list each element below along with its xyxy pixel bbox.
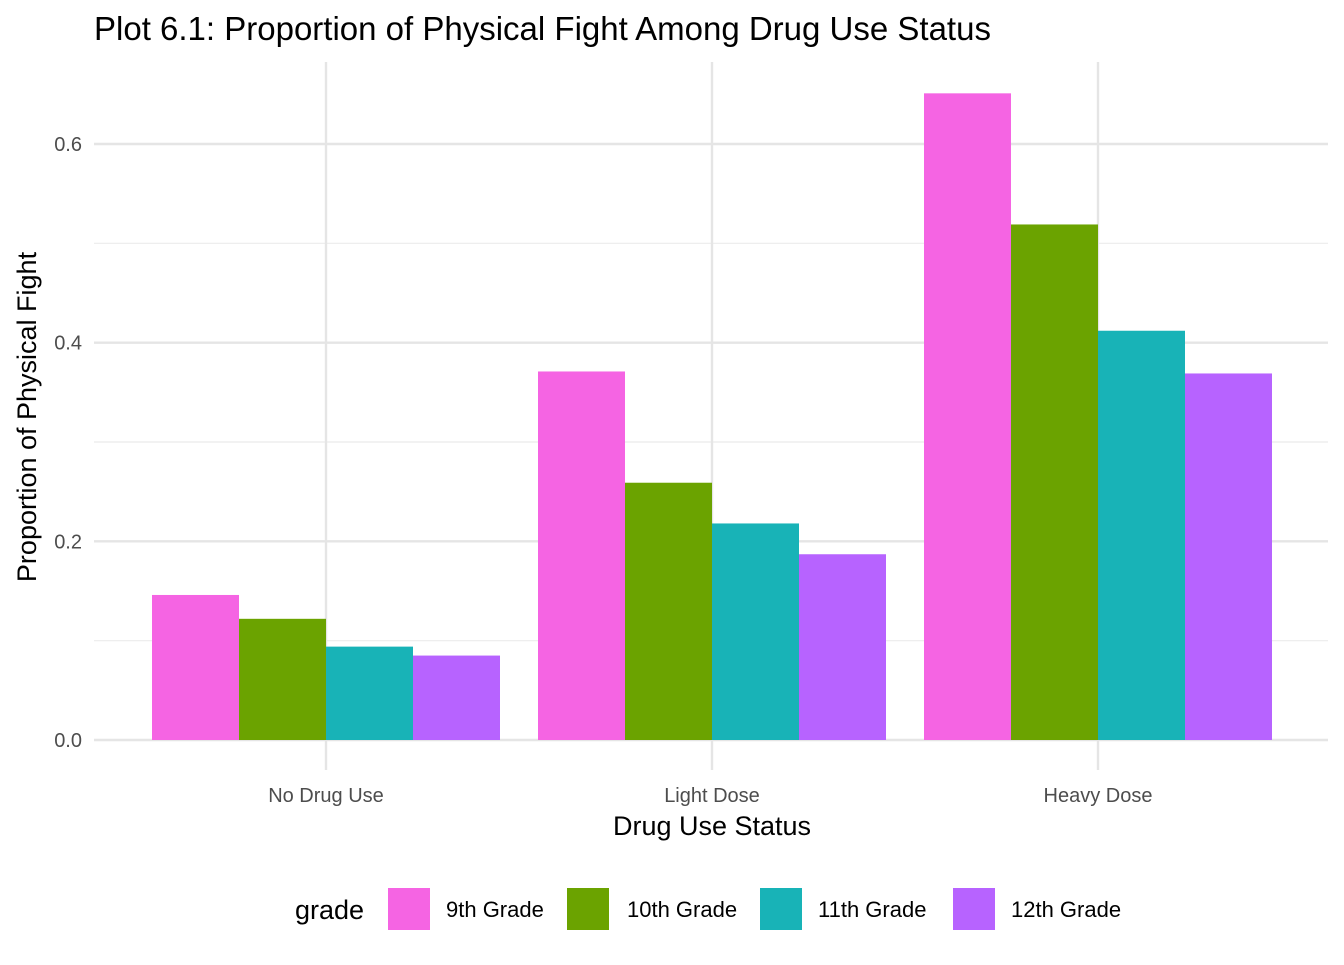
legend: grade 9th Grade 10th Grade 11th Grade 12th …: [295, 888, 1121, 930]
legend-swatch: [567, 888, 609, 930]
legend-swatch: [760, 888, 802, 930]
legend-item: 12th Grade: [953, 888, 1121, 930]
x-tick-labels: No Drug Use Light Dose Heavy Dose: [268, 785, 1152, 807]
legend-label: 10th Grade: [627, 897, 737, 922]
bar: [799, 554, 886, 740]
bar: [538, 371, 625, 740]
bar: [712, 523, 799, 740]
legend-label: 9th Grade: [446, 897, 544, 922]
y-tick-label: 0.6: [54, 134, 82, 156]
y-tick-label: 0.4: [54, 333, 82, 355]
legend-swatch: [388, 888, 430, 930]
x-tick-label: Light Dose: [664, 785, 760, 807]
legend-swatch: [953, 888, 995, 930]
bar: [326, 646, 413, 740]
legend-item: 10th Grade: [567, 888, 737, 930]
bar: [152, 594, 239, 740]
chart-title: Plot 6.1: Proportion of Physical Fight A…: [94, 10, 991, 47]
legend-item: 11th Grade: [760, 888, 926, 930]
bar: [413, 655, 500, 740]
legend-item: 9th Grade: [388, 888, 544, 930]
bar: [924, 93, 1011, 741]
bars-layer: [152, 93, 1272, 741]
bar: [1185, 373, 1272, 740]
legend-label: 11th Grade: [818, 897, 926, 922]
legend-label: 12th Grade: [1011, 897, 1121, 922]
bar: [625, 482, 712, 740]
y-axis-title: Proportion of Physical Fight: [12, 251, 42, 582]
y-tick-labels: 0.0 0.2 0.4 0.6: [54, 134, 82, 752]
x-tick-label: No Drug Use: [268, 785, 384, 807]
x-tick-label: Heavy Dose: [1044, 785, 1153, 807]
bar: [239, 618, 326, 740]
bar: [1098, 330, 1185, 740]
y-tick-label: 0.2: [54, 531, 82, 553]
bar: [1011, 224, 1098, 740]
legend-title: grade: [295, 895, 364, 925]
y-tick-label: 0.0: [54, 730, 82, 752]
x-axis-title: Drug Use Status: [613, 811, 811, 841]
